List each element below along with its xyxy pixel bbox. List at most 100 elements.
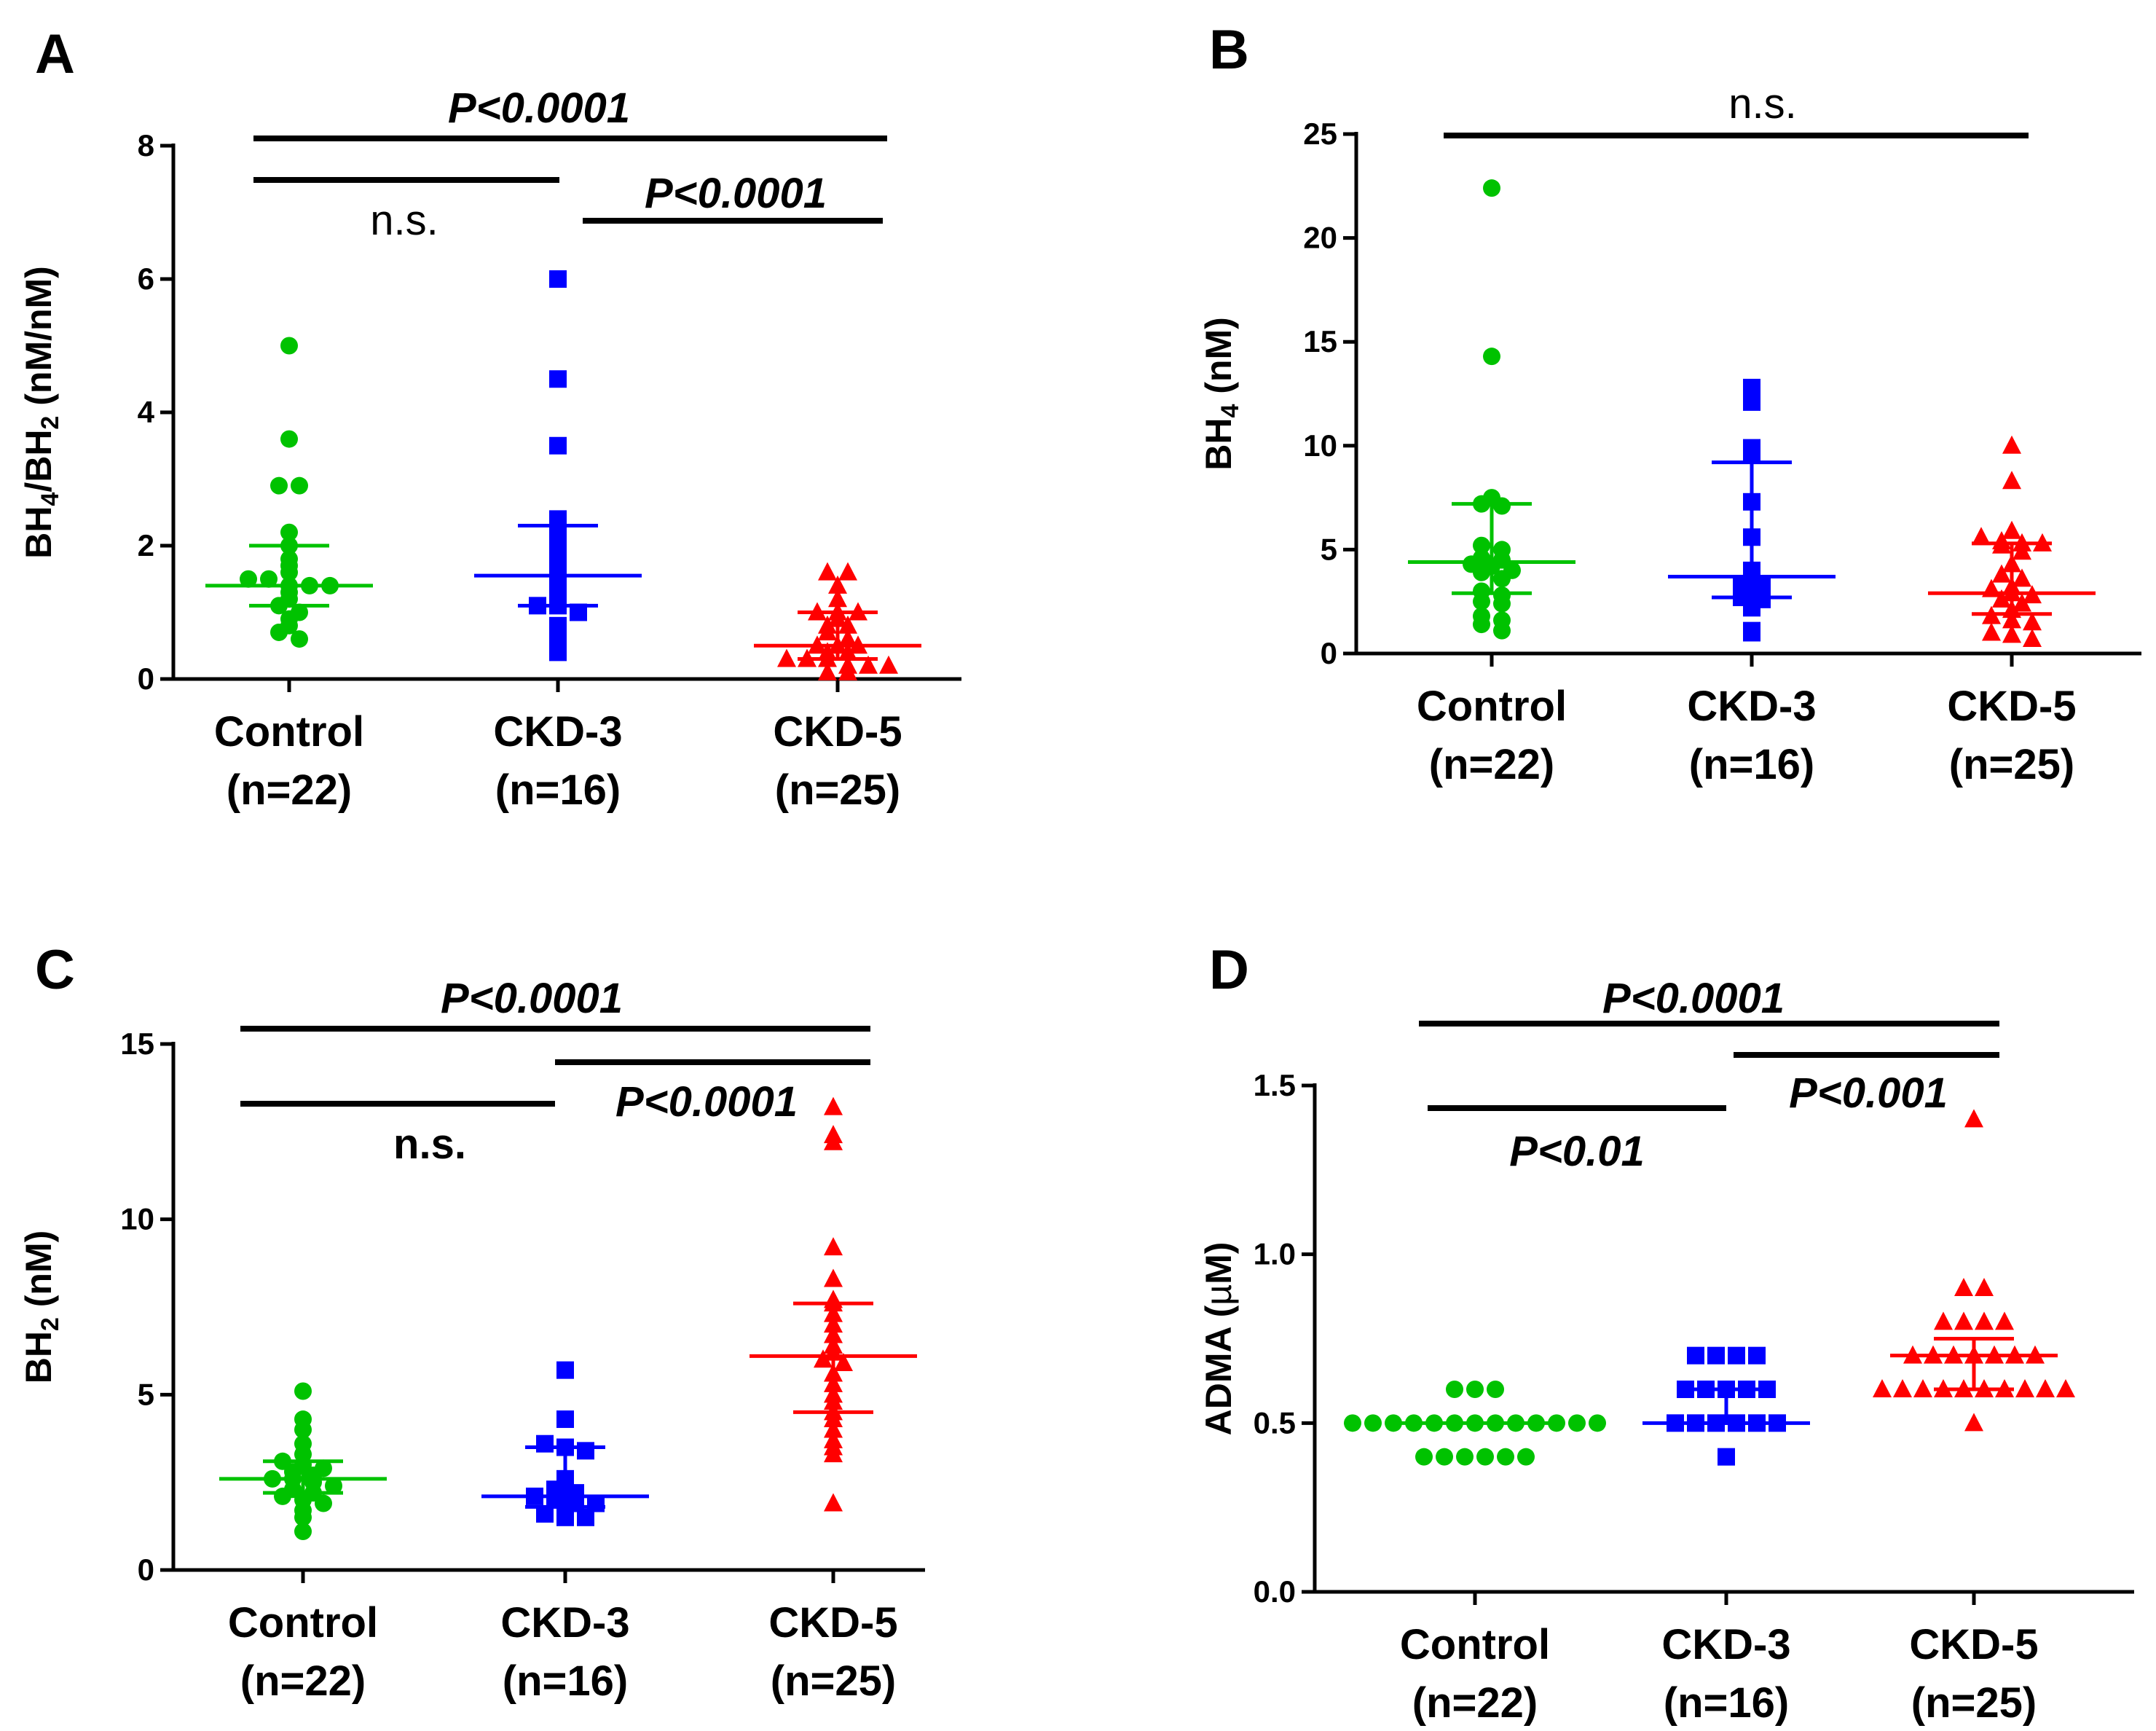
- panel-letter: A: [35, 23, 75, 85]
- data-point: [1992, 564, 2011, 583]
- data-point: [1493, 570, 1511, 588]
- data-point: [260, 570, 278, 588]
- data-point: [1456, 1448, 1474, 1466]
- data-point: [1873, 1379, 1892, 1397]
- data-point: [1436, 1448, 1453, 1466]
- data-point: [294, 1508, 312, 1526]
- comparison-label: P<0.001: [1789, 1069, 1948, 1117]
- x-tick-label: Control: [228, 1599, 378, 1646]
- series-ckd-5: CKD-5 (n=25): [754, 562, 921, 814]
- data-point: [1954, 1311, 1973, 1330]
- data-point: [556, 1508, 574, 1526]
- x-tick-n-label: (n=22): [1429, 741, 1554, 788]
- panel-letter: B: [1209, 19, 1249, 81]
- x-tick-n-label: (n=22): [240, 1657, 366, 1705]
- x-tick-n-label: (n=16): [1664, 1679, 1789, 1727]
- data-point: [1493, 497, 1511, 515]
- series-ckd-3: CKD-3 (n=16): [1668, 378, 1836, 788]
- x-tick-label: CKD-5: [1947, 683, 2076, 730]
- x-tick-n-label: (n=22): [227, 766, 352, 814]
- data-point: [549, 436, 567, 455]
- y-tick-label: 5: [1321, 532, 1337, 566]
- data-point: [1487, 1381, 1504, 1398]
- data-point: [280, 523, 298, 541]
- data-point: [1992, 589, 2011, 608]
- y-tick-label: 0: [1321, 636, 1337, 670]
- series-ckd-5: CKD-5 (n=25): [1928, 435, 2096, 788]
- data-point: [879, 655, 898, 674]
- data-point: [824, 1096, 843, 1115]
- y-tick-label: 0.0: [1254, 1574, 1296, 1609]
- data-point: [1743, 445, 1760, 463]
- data-point: [2002, 520, 2021, 539]
- data-point: [824, 1409, 843, 1428]
- data-point: [1483, 348, 1500, 366]
- data-point: [1493, 594, 1511, 613]
- y-tick-label: 5: [138, 1377, 154, 1411]
- data-point: [834, 1353, 853, 1372]
- y-tick-label: 20: [1303, 221, 1337, 255]
- data-point: [838, 642, 857, 661]
- y-tick-label: 10: [120, 1202, 154, 1236]
- y-axis-label: BH4/BH2 (nM/nM): [18, 266, 64, 559]
- panel-a: A BH4/BH2 (nM/nM) 0 2 4 6 8 Control (n=22) CKD-3 (…: [18, 23, 961, 814]
- x-tick-n-label: (n=16): [495, 766, 621, 814]
- x-tick-label: CKD-3: [1661, 1621, 1790, 1668]
- y-tick-label: 10: [1303, 428, 1337, 463]
- data-point: [1893, 1379, 1912, 1397]
- data-point: [1964, 1109, 1983, 1128]
- data-point: [2002, 471, 2021, 490]
- data-point: [1964, 1413, 1983, 1432]
- data-point: [818, 562, 837, 581]
- data-point: [824, 1444, 843, 1463]
- data-point: [294, 1421, 312, 1439]
- x-tick-label: Control: [214, 708, 364, 755]
- data-point: [824, 1237, 843, 1256]
- data-point: [1589, 1414, 1606, 1432]
- data-point: [2002, 624, 2021, 643]
- data-point: [1476, 1448, 1494, 1466]
- data-point: [818, 621, 837, 640]
- y-axis-label: BH4 (nM): [1198, 317, 1244, 471]
- y-tick-label: 0: [138, 1553, 154, 1587]
- data-point: [1975, 1278, 1994, 1296]
- x-tick-n-label: (n=22): [1412, 1679, 1538, 1727]
- data-point: [828, 589, 847, 608]
- x-tick-label: CKD-3: [493, 708, 622, 755]
- x-tick-n-label: (n=25): [1911, 1679, 2037, 1727]
- data-point: [1415, 1448, 1433, 1466]
- data-point: [1568, 1414, 1586, 1432]
- series-control: Control (n=22): [205, 337, 373, 814]
- data-point: [1344, 1414, 1361, 1432]
- y-tick-label: 25: [1303, 117, 1337, 151]
- data-point: [1728, 1346, 1745, 1365]
- data-point: [270, 476, 288, 495]
- y-axis-label: BH2 (nM): [18, 1230, 64, 1384]
- x-tick-label: CKD-5: [768, 1599, 897, 1646]
- series-ckd-5: CKD-5 (n=25): [750, 1096, 917, 1705]
- data-point: [838, 562, 857, 581]
- data-point: [556, 1361, 574, 1379]
- data-point: [291, 630, 308, 648]
- data-point: [814, 1349, 833, 1368]
- data-point: [1707, 1346, 1725, 1365]
- data-point: [838, 662, 857, 680]
- data-point: [859, 655, 878, 674]
- y-tick-label: 0.5: [1254, 1405, 1296, 1440]
- y-axis-label: ADMA (µM): [1198, 1242, 1239, 1436]
- data-point: [291, 476, 308, 495]
- panel-b: B BH4 (nM) 0 5 10 15 20 25 Control (n=22) CKD-3 (n=…: [1198, 19, 2141, 788]
- data-point: [1364, 1414, 1382, 1432]
- data-point: [824, 1268, 843, 1287]
- data-point: [1517, 1448, 1535, 1466]
- data-point: [2013, 541, 2031, 560]
- data-point: [577, 1508, 594, 1526]
- data-point: [556, 1410, 574, 1429]
- data-point: [315, 1494, 332, 1512]
- y-tick-label: 2: [138, 528, 154, 562]
- data-point: [2023, 629, 2042, 648]
- series-ckd-3: CKD-3 (n=16): [481, 1361, 649, 1705]
- data-point: [2023, 612, 2042, 631]
